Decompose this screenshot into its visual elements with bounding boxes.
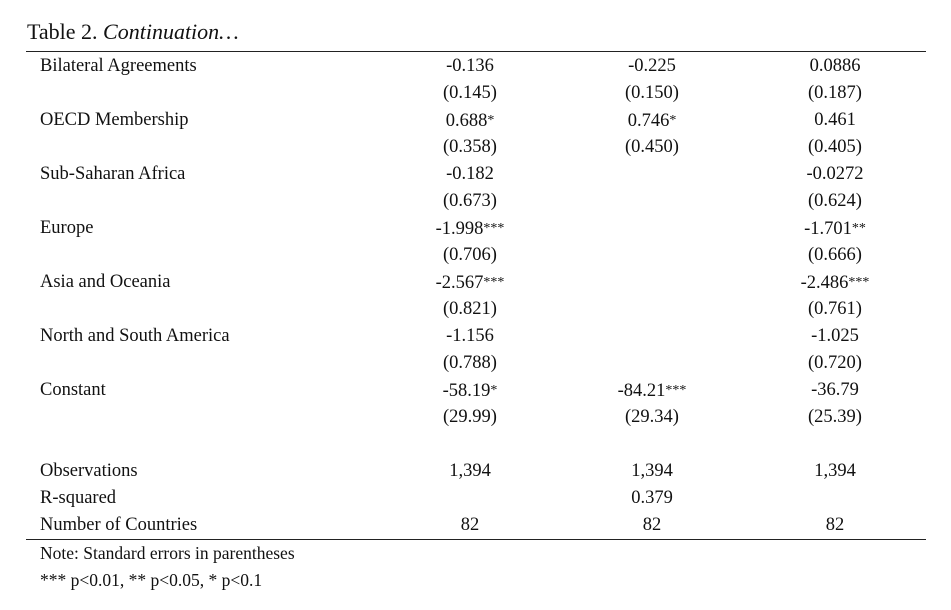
table-cell-col3: (0.720) — [808, 353, 862, 373]
significance-stars: * — [490, 383, 498, 398]
table-cell-col3: 1,394 — [814, 461, 856, 481]
significance-stars: * — [669, 113, 677, 128]
table-cell-col3: -36.79 — [811, 380, 859, 400]
table-row: (0.821) (0.761) — [0, 296, 951, 323]
row-label: R-squared — [40, 488, 117, 508]
table-row: (0.788) (0.720) — [0, 350, 951, 377]
table-cell-col1: (0.788) — [443, 353, 497, 373]
row-label: Bilateral Agreements — [40, 56, 197, 76]
table-cell-col3: (0.666) — [808, 245, 862, 265]
significance-stars: ** — [851, 221, 866, 236]
table-row: (0.673) (0.624) — [0, 188, 951, 215]
row-label: Constant — [40, 380, 106, 400]
table-cell-col3: (0.761) — [808, 299, 862, 319]
table-cell-col3: (0.405) — [808, 137, 862, 157]
row-label: Observations — [40, 461, 138, 481]
table-bottom-rule — [26, 539, 926, 540]
table-row: (0.358) (0.450) (0.405) — [0, 134, 951, 161]
table-cell-col3: (25.39) — [808, 407, 862, 427]
table-row: (0.706) (0.666) — [0, 242, 951, 269]
table-cell-col1: (0.706) — [443, 245, 497, 265]
table-cell-col2: 0.746* — [627, 111, 677, 131]
row-label: OECD Membership — [40, 110, 189, 130]
table-cell-col3: 82 — [825, 515, 845, 535]
table-cell-col2: 82 — [642, 515, 662, 535]
table-spacer-row — [0, 431, 951, 458]
table-cell-col2: -84.21*** — [617, 381, 687, 401]
table-row: Observations 1,394 1,394 1,394 — [0, 458, 951, 485]
table-cell-col2: (0.150) — [625, 83, 679, 103]
table-row: Constant -58.19* -84.21*** -36.79 — [0, 377, 951, 404]
table-body: Bilateral Agreements -0.136 -0.225 0.0886 (0… — [0, 53, 951, 539]
row-label: Sub-Saharan Africa — [40, 164, 186, 184]
row-label: Number of Countries — [40, 515, 198, 535]
significance-stars: *** — [665, 383, 687, 398]
table-row: R-squared 0.379 — [0, 485, 951, 512]
table-cell-col3: -0.0272 — [806, 164, 864, 184]
table-top-rule — [26, 51, 926, 52]
table-row: Sub-Saharan Africa -0.182 -0.0272 — [0, 161, 951, 188]
table-continuation: Continuation… — [103, 19, 239, 44]
table-row: Bilateral Agreements -0.136 -0.225 0.0886 — [0, 53, 951, 80]
note-line: *** p<0.01, ** p<0.05, * p<0.1 — [40, 570, 263, 590]
table-cell-col3: -2.486*** — [800, 273, 870, 293]
table-cell-col1: -1.156 — [446, 326, 494, 346]
table-notes: Note: Standard errors in parentheses *** … — [40, 540, 295, 594]
table-cell-col1: -1.998*** — [435, 219, 505, 239]
table-cell-col3: 0.0886 — [809, 56, 861, 76]
table-cell-col1: -0.182 — [446, 164, 494, 184]
table-row: OECD Membership 0.688* 0.746* 0.461 — [0, 107, 951, 134]
table-row: Number of Countries 82 82 82 — [0, 512, 951, 539]
table-cell-col1: 82 — [460, 515, 480, 535]
table-row: Europe -1.998*** -1.701** — [0, 215, 951, 242]
table-cell-col1: (0.821) — [443, 299, 497, 319]
table-cell-col3: 0.461 — [814, 110, 856, 130]
table-cell-col2: (0.450) — [625, 137, 679, 157]
note-line: Note: Standard errors in parentheses — [40, 543, 295, 563]
table-cell-col1: (0.145) — [443, 83, 497, 103]
table-cell-col1: (29.99) — [443, 407, 497, 427]
table-cell-col1: 1,394 — [449, 461, 491, 481]
table-row: (29.99) (29.34) (25.39) — [0, 404, 951, 431]
table-row: Asia and Oceania -2.567*** -2.486*** — [0, 269, 951, 296]
significance-stars: *** — [483, 275, 505, 290]
table-number: Table 2. — [27, 19, 98, 44]
table-cell-col1: -58.19* — [442, 381, 498, 401]
table-row: (0.145) (0.150) (0.187) — [0, 80, 951, 107]
row-label: North and South America — [40, 326, 230, 346]
table-cell-col2: 0.379 — [631, 488, 673, 508]
significance-stars: *** — [848, 275, 870, 290]
table-cell-col3: (0.624) — [808, 191, 862, 211]
table-cell-col1: (0.673) — [443, 191, 497, 211]
table-cell-col1: 0.688* — [445, 111, 495, 131]
table-cell-col2: (29.34) — [625, 407, 679, 427]
table-cell-col1: (0.358) — [443, 137, 497, 157]
table-cell-col1: -2.567*** — [435, 273, 505, 293]
table-caption: Table 2. Continuation… — [27, 17, 239, 47]
table-cell-col2: 1,394 — [631, 461, 673, 481]
significance-stars: * — [487, 113, 495, 128]
table-cell-col3: -1.701** — [804, 219, 866, 239]
table-cell-col1: -0.136 — [446, 56, 494, 76]
significance-stars: *** — [483, 221, 505, 236]
table-cell-col3: -1.025 — [811, 326, 859, 346]
table-cell-col2: -0.225 — [628, 56, 676, 76]
table-row: North and South America -1.156 -1.025 — [0, 323, 951, 350]
table-cell-col3: (0.187) — [808, 83, 862, 103]
row-label: Europe — [40, 218, 94, 238]
row-label: Asia and Oceania — [40, 272, 171, 292]
